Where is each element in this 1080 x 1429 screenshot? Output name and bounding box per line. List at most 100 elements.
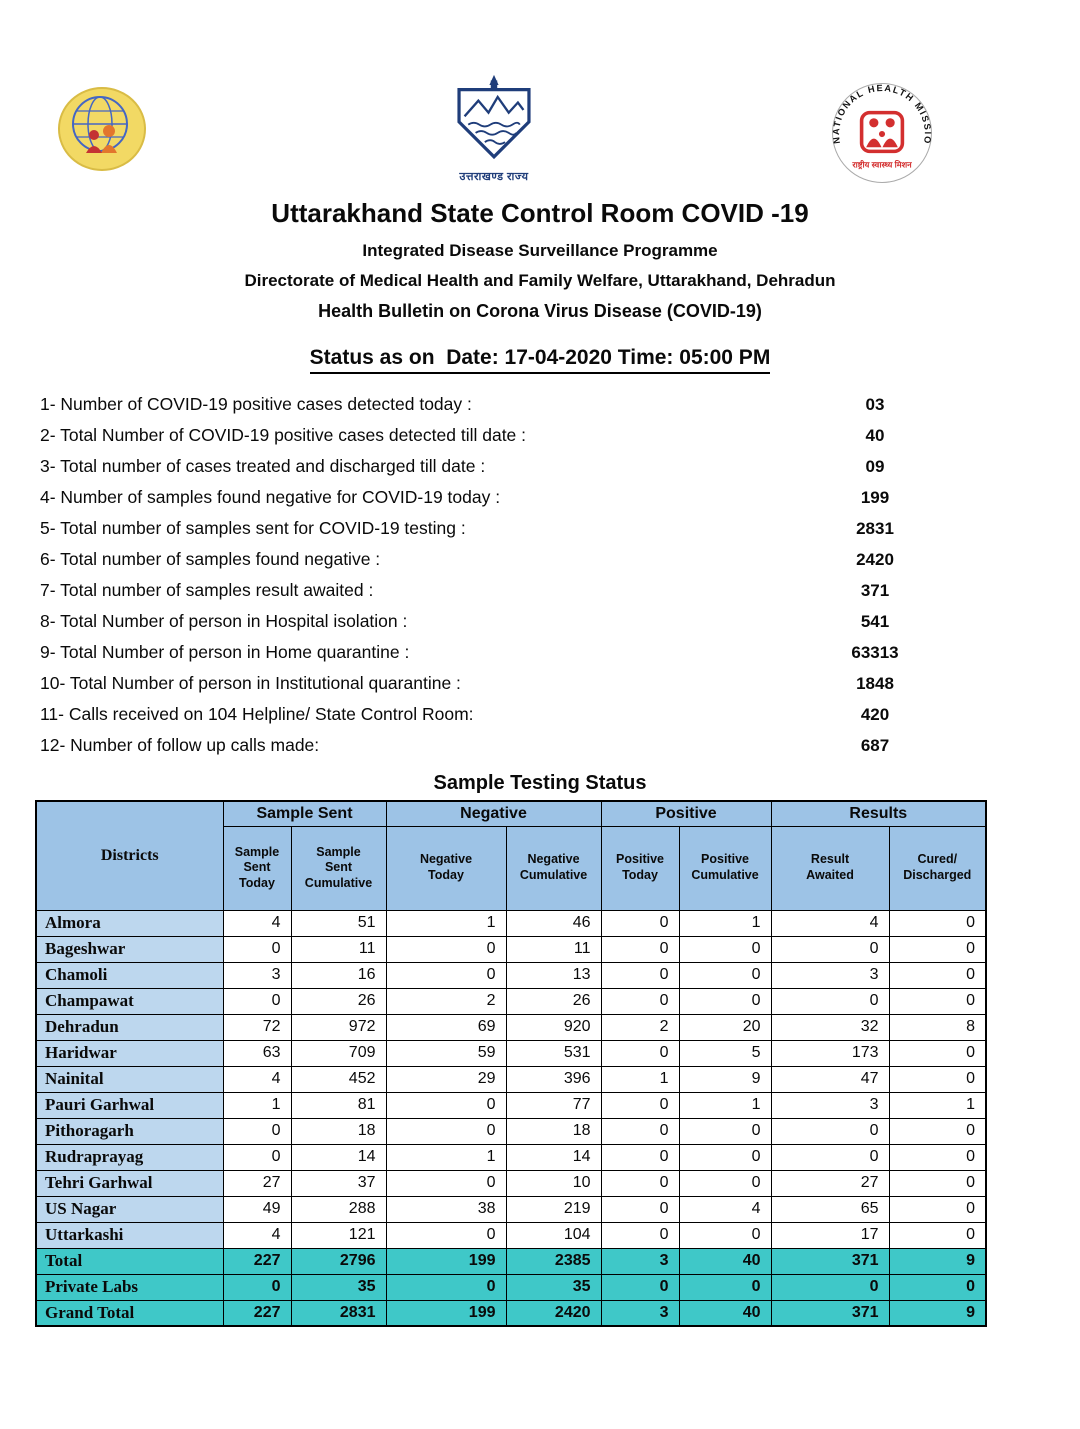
stat-value: 371 [860, 581, 890, 600]
subtitle-bulletin: Health Bulletin on Corona Virus Disease … [318, 301, 762, 321]
value-cell: 199 [385, 1247, 507, 1275]
stat-value: 2831 [856, 519, 894, 538]
value-cell: 10 [505, 1169, 602, 1197]
title-block: Uttarakhand State Control Room COVID -19… [0, 198, 1080, 374]
value-cell: 2385 [505, 1247, 602, 1275]
value-cell: 17 [770, 1221, 890, 1249]
value-cell: 59 [385, 1039, 507, 1067]
value-cell: 0 [678, 1273, 772, 1301]
stat-row: 2- Total Number of COVID-19 positive cas… [40, 425, 935, 456]
value-cell: 0 [888, 987, 987, 1015]
table-title: Sample Testing Status [433, 772, 647, 794]
stat-label: 7- Total number of samples result awaite… [40, 580, 374, 600]
value-cell: 27 [222, 1169, 292, 1197]
stat-label: 1- Number of COVID-19 positive cases det… [40, 394, 472, 414]
value-cell: 396 [505, 1065, 602, 1093]
stat-row: 6- Total number of samples found negativ… [40, 549, 935, 580]
stat-row: 10- Total Number of person in Institutio… [40, 673, 935, 704]
col-positive-cumulative: Positive Cumulative [678, 825, 772, 911]
value-cell: 26 [290, 987, 387, 1015]
value-cell: 227 [222, 1247, 292, 1275]
value-cell: 14 [290, 1143, 387, 1171]
page-title: Uttarakhand State Control Room COVID -19 [271, 198, 809, 228]
value-cell: 0 [600, 987, 680, 1015]
stat-label: 5- Total number of samples sent for COVI… [40, 518, 466, 538]
district-table: Districts Sample Sent Negative Positive … [35, 800, 988, 1327]
value-cell: 0 [600, 1039, 680, 1067]
value-cell: 38 [385, 1195, 507, 1223]
value-cell: 11 [290, 935, 387, 963]
value-cell: 0 [888, 1117, 987, 1145]
stat-row: 8- Total Number of person in Hospital is… [40, 611, 935, 642]
stat-row: 1- Number of COVID-19 positive cases det… [40, 394, 935, 425]
district-name-cell: Almora [35, 909, 224, 937]
table-row: Rudraprayag 0 14 1 14 0 0 0 0 [35, 1143, 987, 1171]
value-cell: 452 [290, 1065, 387, 1093]
value-cell: 0 [678, 1117, 772, 1145]
value-cell: 8 [888, 1013, 987, 1041]
col-negative-today: Negative Today [385, 825, 507, 911]
district-name-cell: Grand Total [35, 1299, 224, 1327]
value-cell: 40 [678, 1247, 772, 1275]
stat-row: 4- Number of samples found negative for … [40, 487, 935, 518]
stat-label: 6- Total number of samples found negativ… [40, 549, 381, 569]
value-cell: 0 [678, 1221, 772, 1249]
value-cell: 0 [888, 961, 987, 989]
value-cell: 0 [222, 1143, 292, 1171]
value-cell: 2796 [290, 1247, 387, 1275]
value-cell: 13 [505, 961, 602, 989]
nhm-hindi-caption: राष्ट्रीय स्वास्थ्य मिशन [851, 160, 912, 170]
value-cell: 371 [770, 1247, 890, 1275]
value-cell: 173 [770, 1039, 890, 1067]
district-name-cell: Nainital [35, 1065, 224, 1093]
district-name-cell: Rudraprayag [35, 1143, 224, 1171]
value-cell: 77 [505, 1091, 602, 1119]
value-cell: 1 [888, 1091, 987, 1119]
value-cell: 29 [385, 1065, 507, 1093]
value-cell: 199 [385, 1299, 507, 1327]
value-cell: 0 [678, 1169, 772, 1197]
value-cell: 0 [678, 1143, 772, 1171]
col-result-awaited: Result Awaited [770, 825, 890, 911]
group-header-row: Districts Sample Sent Negative Positive … [35, 800, 987, 911]
district-name-cell: Uttarkashi [35, 1221, 224, 1249]
value-cell: 16 [290, 961, 387, 989]
value-cell: 5 [678, 1039, 772, 1067]
table-row: Bageshwar 0 11 0 11 0 0 0 0 [35, 935, 987, 963]
district-name-cell: US Nagar [35, 1195, 224, 1223]
district-name-cell: Pithoragarh [35, 1117, 224, 1145]
table-row: Haridwar 63 709 59 531 0 5 173 0 [35, 1039, 987, 1067]
table-row: Champawat 0 26 2 26 0 0 0 0 [35, 987, 987, 1015]
value-cell: 0 [222, 1273, 292, 1301]
status-line-wrap: Status as on Date: 17-04-2020 Time: 05:0… [0, 346, 1080, 374]
value-cell: 3 [770, 961, 890, 989]
value-cell: 4 [678, 1195, 772, 1223]
district-name-cell: Champawat [35, 987, 224, 1015]
value-cell: 2831 [290, 1299, 387, 1327]
value-cell: 0 [222, 1117, 292, 1145]
value-cell: 0 [678, 935, 772, 963]
stat-row: 3- Total number of cases treated and dis… [40, 456, 935, 487]
table-row: Grand Total 227 2831 199 2420 3 40 371 9 [35, 1299, 987, 1327]
uttarakhand-emblem-caption: उत्तराखण्ड राज्य [459, 171, 529, 183]
value-cell: 0 [385, 1273, 507, 1301]
stat-label: 8- Total Number of person in Hospital is… [40, 611, 408, 631]
value-cell: 0 [770, 987, 890, 1015]
value-cell: 4 [222, 909, 292, 937]
value-cell: 0 [888, 935, 987, 963]
stat-value: 03 [865, 395, 885, 414]
district-name-cell: Pauri Garhwal [35, 1091, 224, 1119]
value-cell: 0 [770, 1117, 890, 1145]
value-cell: 3 [600, 1247, 680, 1275]
value-cell: 35 [505, 1273, 602, 1301]
stat-label: 10- Total Number of person in Institutio… [40, 673, 461, 693]
district-name-cell: Tehri Garhwal [35, 1169, 224, 1197]
stat-value: 199 [860, 488, 890, 507]
column-header-row: Sample Sent Today Sample Sent Cumulative… [36, 825, 987, 911]
value-cell: 0 [600, 961, 680, 989]
stat-label: 12- Number of follow up calls made: [40, 735, 320, 755]
value-cell: 72 [222, 1013, 292, 1041]
idsp-globe-logo [57, 84, 147, 174]
district-name-cell: Bageshwar [35, 935, 224, 963]
